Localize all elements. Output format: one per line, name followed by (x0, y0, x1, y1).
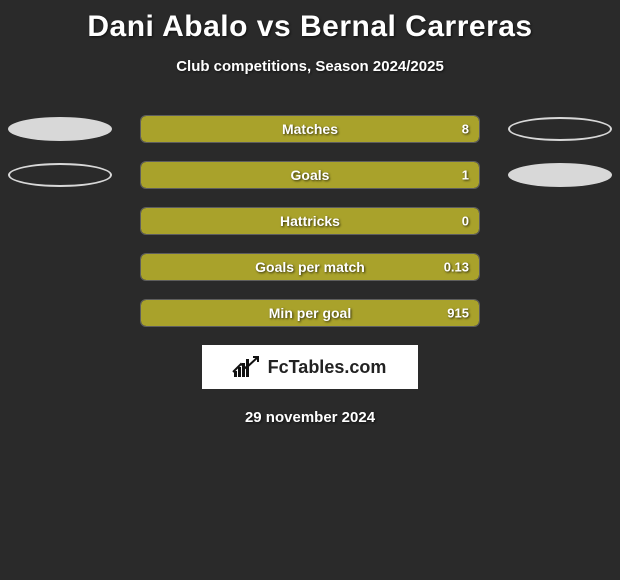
stat-label: Goals (291, 167, 330, 183)
stat-bar: Hattricks 0 (140, 207, 480, 235)
stat-bar: Min per goal 915 (140, 299, 480, 327)
stat-bar: Goals per match 0.13 (140, 253, 480, 281)
comparison-card: Dani Abalo vs Bernal Carreras Club compe… (0, 0, 620, 426)
logo-text: FcTables.com (268, 357, 387, 378)
page-title: Dani Abalo vs Bernal Carreras (0, 10, 620, 44)
stat-bar: Goals 1 (140, 161, 480, 189)
right-ellipse-icon (508, 163, 612, 187)
stat-value: 1 (462, 168, 469, 183)
stat-value: 915 (447, 306, 469, 321)
stat-row: Hattricks 0 (0, 207, 620, 235)
stat-row: Goals 1 (0, 161, 620, 189)
stat-label: Matches (282, 121, 338, 137)
stat-value: 0 (462, 214, 469, 229)
stats-list: Matches 8 Goals 1 Hattricks 0 Goals per match 0… (0, 115, 620, 327)
logo-box[interactable]: FcTables.com (202, 345, 418, 389)
page-subtitle: Club competitions, Season 2024/2025 (0, 58, 620, 75)
stat-label: Hattricks (280, 213, 340, 229)
stat-row: Min per goal 915 (0, 299, 620, 327)
left-ellipse-icon (8, 163, 112, 187)
stat-row: Matches 8 (0, 115, 620, 143)
left-ellipse-icon (8, 117, 112, 141)
stat-label: Goals per match (255, 259, 365, 275)
logo-mark-icon (234, 357, 262, 377)
stat-bar: Matches 8 (140, 115, 480, 143)
stat-row: Goals per match 0.13 (0, 253, 620, 281)
right-ellipse-icon (508, 117, 612, 141)
stat-value: 0.13 (444, 260, 469, 275)
stat-label: Min per goal (269, 305, 351, 321)
stat-value: 8 (462, 122, 469, 137)
footer-date: 29 november 2024 (0, 409, 620, 426)
